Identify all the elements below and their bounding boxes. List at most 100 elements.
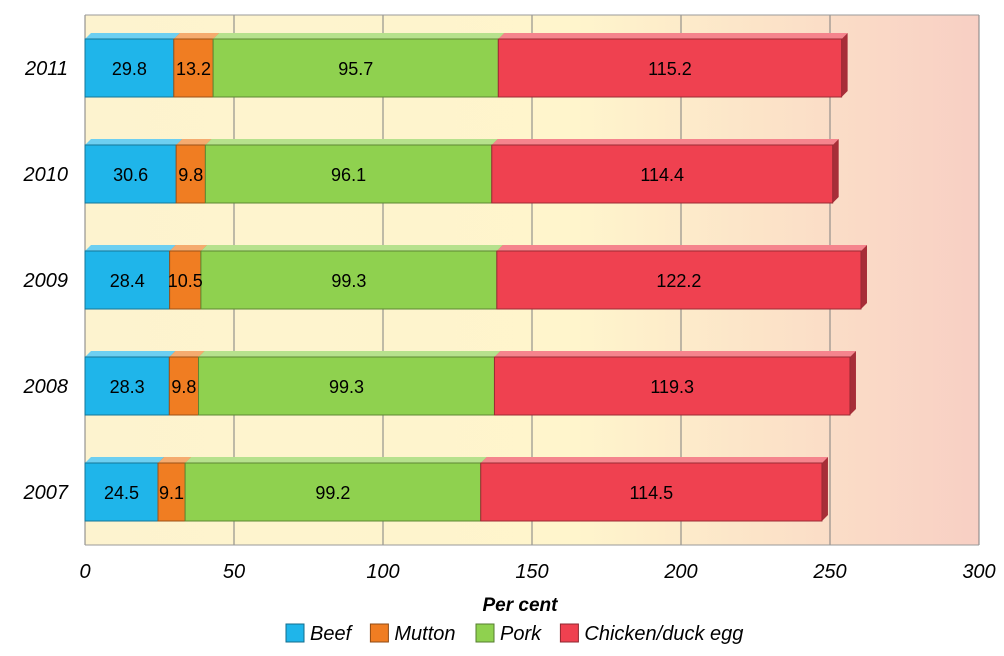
bar-beef bbox=[84, 139, 183, 204]
data-label: 9.1 bbox=[159, 483, 184, 503]
bar-face bbox=[175, 144, 206, 204]
legend-label: Chicken/duck egg bbox=[584, 623, 743, 645]
bar-face bbox=[204, 144, 493, 204]
data-label: 13.2 bbox=[176, 59, 211, 79]
bar-top-face bbox=[491, 139, 839, 145]
data-label: 24.5 bbox=[104, 483, 139, 503]
bar-chicken-duck-egg bbox=[496, 245, 867, 310]
legend-swatch bbox=[285, 623, 305, 643]
bar-face bbox=[212, 38, 499, 98]
legend-label: Beef bbox=[310, 623, 354, 645]
data-label: 99.2 bbox=[315, 483, 350, 503]
bar-top-face bbox=[205, 139, 498, 145]
data-label: 29.8 bbox=[112, 59, 147, 79]
y-category-label: 2010 bbox=[23, 164, 69, 186]
bar-face bbox=[198, 356, 495, 416]
bar-face bbox=[491, 144, 834, 204]
bar-top-face bbox=[496, 245, 867, 251]
bar-top-face bbox=[85, 351, 176, 357]
data-label: 30.6 bbox=[113, 165, 148, 185]
data-label: 114.4 bbox=[640, 165, 684, 185]
y-category-label: 2009 bbox=[23, 270, 69, 292]
data-label: 9.8 bbox=[178, 165, 203, 185]
x-tick-label: 50 bbox=[223, 561, 245, 583]
legend-item: Chicken/duck egg bbox=[559, 623, 743, 645]
x-tick-label: 250 bbox=[812, 561, 846, 583]
bar-side-face bbox=[860, 245, 867, 309]
bar-side-face bbox=[849, 351, 856, 415]
bar-face bbox=[84, 38, 175, 98]
bar-chicken-duck-egg bbox=[480, 457, 828, 522]
bar-top-face bbox=[480, 457, 828, 463]
x-tick-label: 150 bbox=[515, 561, 548, 583]
legend-swatch bbox=[369, 623, 389, 643]
legend-swatch bbox=[559, 623, 579, 643]
bar-pork bbox=[212, 33, 505, 98]
bar-face bbox=[493, 356, 851, 416]
bar-top-face bbox=[213, 33, 505, 39]
bar-top-face bbox=[85, 139, 183, 145]
bar-top-face bbox=[85, 33, 180, 39]
bar-pork bbox=[204, 139, 498, 204]
data-label: 9.8 bbox=[171, 377, 196, 397]
bar-side-face bbox=[832, 139, 839, 203]
data-label: 119.3 bbox=[650, 377, 694, 397]
data-label: 99.3 bbox=[331, 271, 366, 291]
data-label: 10.5 bbox=[168, 271, 203, 291]
bar-top-face bbox=[85, 245, 176, 251]
x-tick-label: 100 bbox=[366, 561, 399, 583]
legend-swatch bbox=[475, 623, 495, 643]
data-label: 28.3 bbox=[110, 377, 145, 397]
x-tick-label: 300 bbox=[962, 561, 995, 583]
x-tick-label: 200 bbox=[663, 561, 697, 583]
data-label: 28.4 bbox=[110, 271, 145, 291]
data-label: 114.5 bbox=[629, 483, 673, 503]
bar-side-face bbox=[841, 33, 848, 97]
bar-face bbox=[84, 250, 171, 310]
bar-top-face bbox=[169, 351, 205, 357]
bar-face bbox=[84, 462, 159, 522]
legend-item: Mutton bbox=[369, 623, 456, 645]
y-category-label: 2008 bbox=[23, 376, 69, 398]
bar-side-face bbox=[821, 457, 828, 521]
data-label: 115.2 bbox=[648, 59, 692, 79]
legend-item: Beef bbox=[285, 623, 354, 645]
bar-top-face bbox=[498, 33, 848, 39]
bar-pork bbox=[184, 457, 487, 522]
data-label: 95.7 bbox=[338, 59, 373, 79]
bar-face bbox=[168, 356, 200, 416]
x-tick-label: 0 bbox=[79, 561, 90, 583]
bar-face bbox=[496, 250, 862, 310]
bar-top-face bbox=[185, 457, 487, 463]
bar-top-face bbox=[198, 351, 501, 357]
y-category-label: 2007 bbox=[23, 482, 69, 504]
bar-top-face bbox=[85, 457, 165, 463]
bar-face bbox=[173, 38, 214, 98]
bar-pork bbox=[200, 245, 503, 310]
bar-face bbox=[497, 38, 843, 98]
bar-face bbox=[169, 250, 202, 310]
data-label: 99.3 bbox=[329, 377, 364, 397]
bar-top-face bbox=[169, 245, 207, 251]
y-category-label: 2011 bbox=[24, 58, 68, 80]
bar-face bbox=[480, 462, 823, 522]
legend-label: Pork bbox=[500, 623, 542, 645]
bar-face bbox=[200, 250, 498, 310]
bar-top-face bbox=[176, 139, 212, 145]
data-label: 122.2 bbox=[656, 271, 701, 291]
bar-chicken-duck-egg bbox=[493, 351, 856, 416]
bar-top-face bbox=[494, 351, 856, 357]
bar-top-face bbox=[200, 245, 503, 251]
bar-face bbox=[184, 462, 482, 522]
bar-mutton bbox=[173, 33, 220, 98]
data-label: 96.1 bbox=[331, 165, 366, 185]
bar-face bbox=[157, 462, 186, 522]
bar-beef bbox=[84, 245, 176, 310]
bar-top-face bbox=[158, 457, 192, 463]
legend-item: Pork bbox=[475, 623, 542, 645]
legend-label: Mutton bbox=[394, 623, 455, 645]
bar-chicken-duck-egg bbox=[497, 33, 848, 98]
bar-chicken-duck-egg bbox=[491, 139, 839, 204]
